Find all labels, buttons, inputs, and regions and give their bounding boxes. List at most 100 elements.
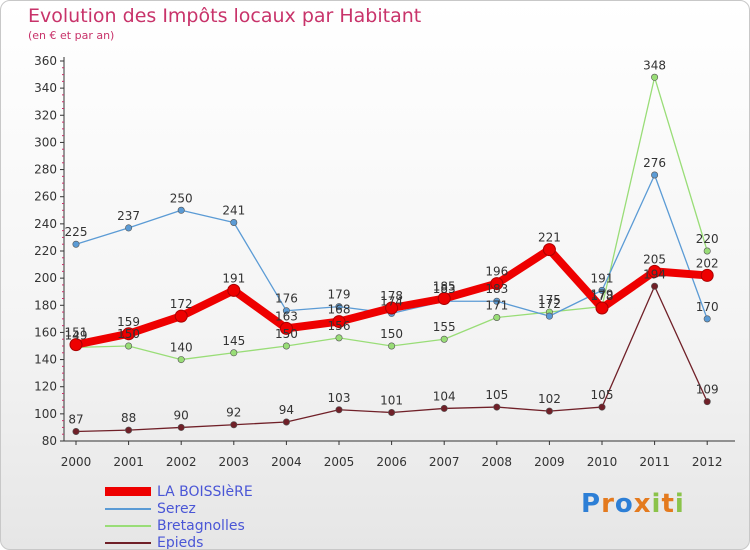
y-tick-label: 200 (34, 271, 57, 285)
legend-swatch (105, 524, 151, 527)
y-tick-label: 320 (34, 108, 57, 122)
data-point (230, 219, 238, 227)
x-tick-label: 2009 (534, 455, 565, 469)
data-label: 156 (328, 319, 351, 333)
y-tick-label: 300 (34, 135, 57, 149)
y-tick-label: 120 (34, 380, 57, 394)
y-tick-label: 360 (34, 54, 57, 68)
data-point (282, 342, 290, 350)
logo-letter: x (633, 489, 652, 519)
data-label: 145 (222, 334, 245, 348)
logo-letter: i (674, 489, 685, 519)
legend-item-la-boissiere[interactable]: LA BOISSIèRE (105, 483, 253, 500)
x-tick-label: 2007 (429, 455, 460, 469)
data-label: 171 (485, 299, 508, 313)
data-point (227, 283, 241, 297)
data-label: 163 (275, 309, 298, 323)
data-label: 205 (643, 252, 666, 266)
data-point (72, 240, 80, 248)
data-label: 90 (174, 408, 189, 422)
legend-swatch (105, 487, 151, 496)
x-tick-label: 2001 (113, 455, 144, 469)
data-label: 176 (275, 292, 298, 306)
y-tick-label: 180 (34, 298, 57, 312)
data-label: 151 (65, 326, 88, 340)
data-label: 101 (380, 394, 403, 408)
logo-letter: o (614, 489, 634, 519)
data-point (703, 247, 711, 255)
legend-swatch (105, 541, 151, 544)
y-tick-label: 140 (34, 353, 57, 367)
data-point (335, 303, 343, 311)
data-label: 202 (696, 256, 719, 270)
data-point (598, 286, 606, 294)
data-label: 155 (433, 320, 456, 334)
legend-label: Epieds (157, 534, 204, 550)
data-label: 150 (275, 327, 298, 341)
data-point (125, 342, 133, 350)
data-point (437, 292, 451, 305)
data-point (335, 406, 343, 414)
data-point (388, 408, 396, 416)
data-point (72, 427, 80, 435)
data-point (703, 315, 711, 323)
data-label: 183 (485, 282, 508, 296)
data-label: 179 (591, 288, 614, 302)
data-point (542, 243, 556, 257)
legend-swatch (105, 507, 151, 510)
data-label: 196 (485, 265, 508, 279)
data-label: 140 (170, 341, 193, 355)
chart-subtitle: (en € et par an) (28, 29, 115, 42)
data-label: 88 (121, 411, 136, 425)
data-point (595, 301, 609, 315)
data-label: 105 (591, 388, 614, 402)
data-point (177, 206, 185, 214)
data-point (177, 423, 185, 431)
data-point (388, 342, 396, 350)
data-label: 348 (643, 58, 666, 72)
x-tick-label: 2004 (271, 455, 302, 469)
legend-item-bretagnolles[interactable]: Bretagnolles (105, 517, 253, 534)
data-label: 183 (433, 282, 456, 296)
chart-title: Evolution des Impôts locaux par Habitant (28, 5, 422, 27)
data-point (493, 403, 501, 411)
data-label: 191 (222, 271, 245, 285)
x-tick-label: 2003 (219, 455, 250, 469)
data-label: 174 (380, 294, 403, 308)
data-point (282, 418, 290, 426)
data-label: 178 (380, 289, 403, 303)
data-point (230, 421, 238, 429)
data-point (279, 321, 293, 335)
x-tick-label: 2012 (692, 455, 723, 469)
y-tick-label: 100 (34, 407, 57, 421)
data-point (545, 312, 553, 320)
data-point (703, 398, 711, 406)
legend-label: LA BOISSIèRE (157, 483, 253, 500)
data-point (335, 334, 343, 342)
data-label: 194 (643, 267, 666, 281)
data-label: 172 (170, 297, 193, 311)
data-point (545, 407, 553, 415)
legend-item-epieds[interactable]: Epieds (105, 534, 253, 550)
legend: LA BOISSIèRE Serez Bretagnolles Epieds (105, 483, 253, 550)
y-tick-label: 260 (34, 190, 57, 204)
data-point (651, 171, 659, 179)
data-point (651, 282, 659, 290)
data-label: 179 (328, 288, 351, 302)
logo-letter: i (651, 489, 662, 519)
x-tick-label: 2005 (324, 455, 355, 469)
y-tick-label: 80 (42, 434, 57, 448)
data-point (493, 313, 501, 321)
data-point (493, 297, 501, 305)
logo-letter: r (601, 489, 615, 519)
data-label: 103 (328, 391, 351, 405)
x-tick-label: 2002 (166, 455, 197, 469)
legend-item-serez[interactable]: Serez (105, 500, 253, 517)
data-point (69, 338, 83, 352)
data-point (125, 426, 133, 434)
data-point (598, 403, 606, 411)
data-label: 225 (65, 225, 88, 239)
y-tick-label: 240 (34, 217, 57, 231)
y-tick-label: 160 (34, 325, 57, 339)
